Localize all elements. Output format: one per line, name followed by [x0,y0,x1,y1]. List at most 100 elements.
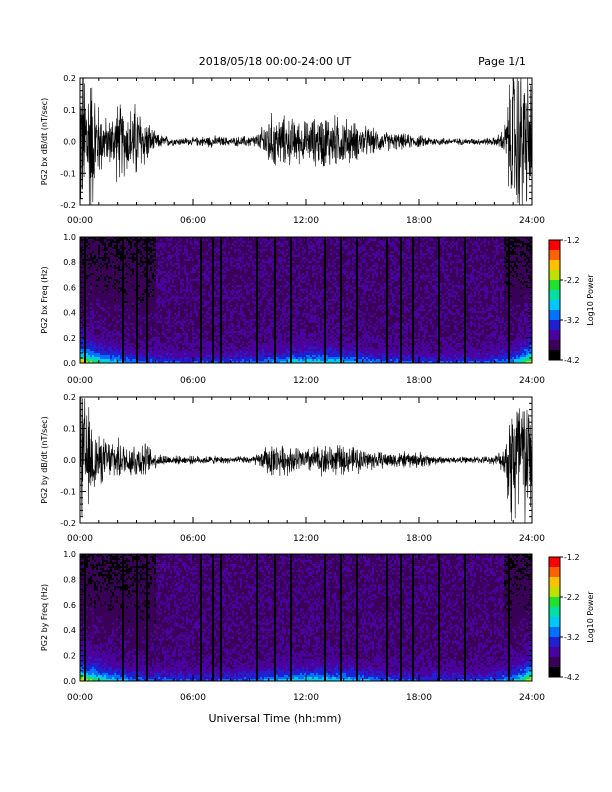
heatmap-cell [196,243,198,245]
heatmap-cell [200,313,202,315]
heatmap-cell [176,347,178,349]
heatmap-cell [190,285,192,287]
heatmap-cell [226,285,228,287]
heatmap-cell [150,319,152,321]
heatmap-cell [146,317,148,319]
heatmap-cell [198,283,200,285]
heatmap-cell [90,251,92,253]
heatmap-cell [92,293,94,295]
heatmap-cell [180,249,182,251]
heatmap-cell [230,335,232,337]
heatmap-cell [140,239,142,241]
heatmap-cell [164,297,166,299]
heatmap-cell [174,345,176,347]
heatmap-cell [112,247,114,249]
heatmap-cell [146,243,148,245]
heatmap-cell [132,261,134,263]
heatmap-cell [92,241,94,243]
heatmap-cell [108,325,110,327]
heatmap-cell [98,327,100,329]
heatmap-cell [128,303,130,305]
heatmap-cell [224,347,226,349]
heatmap-cell [224,305,226,307]
heatmap-cell [202,293,204,295]
heatmap-cell [204,267,206,269]
heatmap-cell [114,281,116,283]
heatmap-cell [120,311,122,313]
heatmap-cell [84,277,86,279]
heatmap-cell [156,337,158,339]
heatmap-cell [224,255,226,257]
heatmap-cell [210,269,212,271]
heatmap-cell [90,299,92,301]
heatmap-cell [198,251,200,253]
heatmap-cell [106,325,108,327]
heatmap-cell [210,319,212,321]
heatmap-cell [96,275,98,277]
heatmap-cell [146,337,148,339]
heatmap-cell [94,315,96,317]
heatmap-cell [118,311,120,313]
heatmap-cell [202,239,204,241]
heatmap-cell [148,315,150,317]
heatmap-cell [150,271,152,273]
heatmap-cell [202,273,204,275]
heatmap-cell [160,341,162,343]
heatmap-cell [216,267,218,269]
heatmap-cell [190,357,192,359]
heatmap-cell [226,247,228,249]
heatmap-cell [126,321,128,323]
heatmap-cell [108,311,110,313]
heatmap-cell [86,287,88,289]
heatmap-cell [116,271,118,273]
heatmap-cell [202,269,204,271]
heatmap-cell [126,331,128,333]
heatmap-cell [206,355,208,357]
heatmap-cell [202,315,204,317]
heatmap-cell [204,319,206,321]
heatmap-cell [220,285,222,287]
heatmap-cell [178,261,180,263]
heatmap-cell [110,293,112,295]
heatmap-cell [176,299,178,301]
heatmap-cell [228,283,230,285]
heatmap-cell [154,259,156,261]
heatmap-cell [184,345,186,347]
heatmap-cell [168,303,170,305]
heatmap-cell [116,287,118,289]
heatmap-cell [126,247,128,249]
heatmap-cell [140,341,142,343]
heatmap-cell [170,313,172,315]
heatmap-cell [138,351,140,353]
heatmap-cell [88,311,90,313]
heatmap-cell [104,293,106,295]
heatmap-cell [186,353,188,355]
heatmap-cell [192,299,194,301]
heatmap-cell [186,357,188,359]
heatmap-cell [170,263,172,265]
heatmap-cell [176,285,178,287]
heatmap-cell [168,325,170,327]
heatmap-cell [98,325,100,327]
heatmap-cell [84,329,86,331]
heatmap-cell [154,283,156,285]
heatmap-cell [136,279,138,281]
heatmap-cell [84,341,86,343]
heatmap-cell [232,299,234,301]
heatmap-cell [204,285,206,287]
heatmap-cell [148,301,150,303]
heatmap-cell [210,249,212,251]
heatmap-cell [158,337,160,339]
heatmap-cell [96,243,98,245]
heatmap-cell [138,243,140,245]
heatmap-cell [184,319,186,321]
heatmap-cell [152,257,154,259]
heatmap-cell [146,257,148,259]
heatmap-cell [86,263,88,265]
heatmap-cell [110,327,112,329]
heatmap-cell [194,301,196,303]
heatmap-cell [220,355,222,357]
heatmap-cell [126,339,128,341]
heatmap-cell [192,295,194,297]
heatmap-cell [94,325,96,327]
